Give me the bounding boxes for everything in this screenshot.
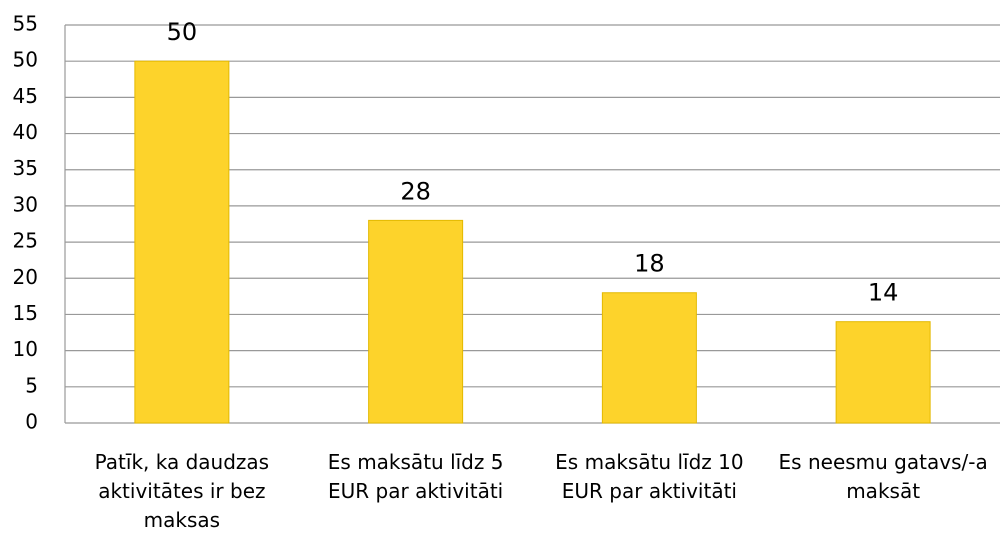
bar [601, 292, 697, 424]
y-tick-label: 30 [13, 192, 38, 216]
y-tick-label: 10 [13, 337, 38, 361]
x-tick-label: Es neesmu gatavs/-a maksāt [778, 450, 988, 503]
y-tick-label: 15 [13, 301, 38, 325]
x-tick-label: Patīk, ka daudzas aktivitātes ir bez mak… [94, 450, 270, 532]
data-label: 28 [400, 177, 431, 205]
y-tick-label: 35 [13, 156, 38, 180]
y-tick-label: 20 [13, 265, 38, 289]
x-tick-label: Es maksātu līdz 5 EUR par aktivitāti [327, 450, 504, 503]
y-tick-label: 40 [13, 120, 38, 144]
data-label: 50 [167, 18, 198, 46]
data-label: 14 [868, 279, 899, 307]
y-tick-label: 50 [13, 48, 38, 72]
y-tick-label: 55 [13, 12, 38, 36]
y-tick-label: 0 [25, 410, 38, 434]
y-tick-label: 45 [13, 84, 38, 108]
bar [368, 219, 464, 424]
y-tick-label: 25 [13, 229, 38, 253]
x-tick-label: Es maksātu līdz 10 EUR par aktivitāti [555, 450, 744, 503]
y-tick-label: 5 [25, 373, 38, 397]
data-label: 18 [634, 250, 665, 278]
bar [835, 321, 931, 424]
bar [134, 60, 230, 424]
